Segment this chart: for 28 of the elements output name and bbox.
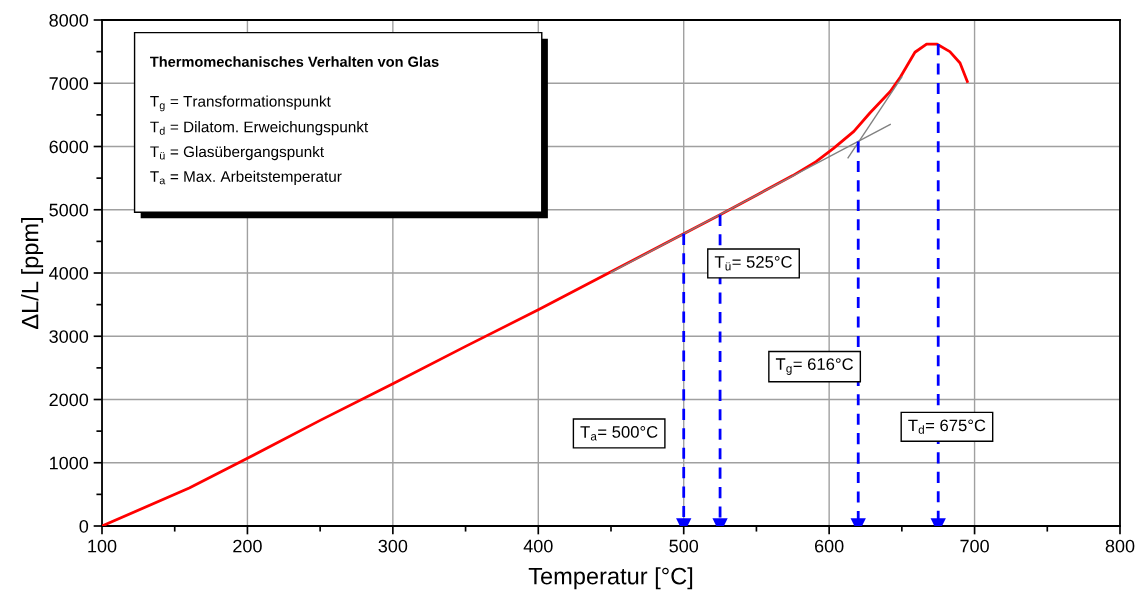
x-tick-label: 100 (88, 539, 117, 553)
annotation: T$_{d}$ = Dilatom. Erweichungspunkt (150, 121, 369, 136)
x-tick-label: 400 (523, 539, 553, 553)
y-tick-label: 1000 (50, 456, 89, 470)
y-tick-label: 8000 (49, 13, 89, 27)
x-tick-label: 200 (233, 539, 262, 553)
x-tick-label: 800 (1105, 539, 1135, 553)
annotation: T$_{d}$= 675°C (908, 419, 986, 434)
annotation: T$_{g}$ = Transformationspunkt (150, 95, 331, 112)
x-tick-label: 700 (960, 539, 989, 553)
x-tick-label: 600 (815, 539, 844, 553)
x-axis-title: Temperatur [°C] (528, 567, 693, 590)
x-tick-label: 500 (669, 539, 699, 553)
y-tick-label: 6000 (49, 140, 89, 154)
y-tick-label: 7000 (49, 77, 89, 90)
y-tick-label: 0 (79, 519, 89, 533)
annotation: T$_{g}$= 616°C (775, 358, 854, 375)
y-tick-label: 5000 (49, 203, 89, 217)
annotation: T$_{ü}$ = Glasübergangspunkt (150, 145, 324, 161)
text: Thermomechanisches Verhalten von Glas (150, 56, 439, 67)
y-tick-label: 4000 (49, 266, 89, 280)
annotation: T$_{a}$= 500°C (580, 426, 658, 441)
annotation: T$_{a}$ = Max. Arbeitstemperatur (150, 170, 342, 185)
x-tick-label: 300 (378, 539, 408, 553)
y-tick-label: 2000 (49, 393, 89, 407)
annotation: T$_{ü}$= 525°C (714, 256, 792, 271)
y-axis-title: ΔL/L [ppm] (21, 218, 44, 329)
y-tick-label: 3000 (49, 330, 89, 343)
